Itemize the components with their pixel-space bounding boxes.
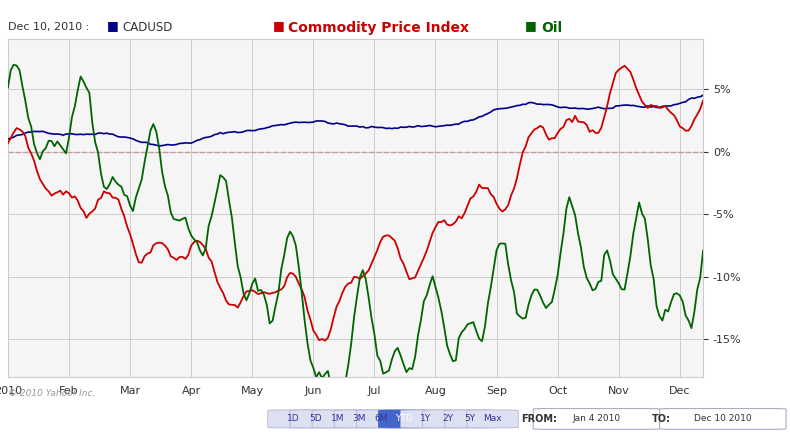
FancyBboxPatch shape (290, 410, 341, 428)
FancyBboxPatch shape (533, 408, 660, 430)
FancyBboxPatch shape (268, 410, 319, 428)
Text: 1M: 1M (330, 414, 344, 423)
Text: ■: ■ (273, 19, 284, 32)
FancyBboxPatch shape (467, 410, 518, 428)
Text: Dec 10 2010: Dec 10 2010 (694, 414, 751, 423)
Text: 1D: 1D (287, 414, 299, 423)
Text: 2Y: 2Y (442, 414, 453, 423)
FancyBboxPatch shape (334, 410, 386, 428)
Text: Oil: Oil (541, 21, 562, 35)
Text: Commodity Price Index: Commodity Price Index (288, 21, 469, 35)
Text: 5D: 5D (309, 414, 322, 423)
Text: Jan 4 2010: Jan 4 2010 (573, 414, 620, 423)
Text: © 2010 Yahoo! Inc.: © 2010 Yahoo! Inc. (8, 389, 96, 398)
FancyBboxPatch shape (356, 410, 408, 428)
Text: 5Y: 5Y (465, 414, 476, 423)
FancyBboxPatch shape (660, 408, 786, 430)
Text: FROM:: FROM: (521, 414, 558, 424)
Text: 3M: 3M (352, 414, 367, 423)
Text: TO:: TO: (652, 414, 671, 424)
Text: Max: Max (483, 414, 502, 423)
Text: 1Y: 1Y (420, 414, 431, 423)
FancyBboxPatch shape (312, 410, 363, 428)
Text: Dec 10, 2010 :: Dec 10, 2010 : (8, 22, 89, 32)
FancyBboxPatch shape (445, 410, 496, 428)
Text: ■: ■ (107, 19, 118, 32)
Text: ■: ■ (525, 19, 537, 32)
FancyBboxPatch shape (401, 410, 452, 428)
FancyBboxPatch shape (423, 410, 474, 428)
Text: CADUSD: CADUSD (122, 21, 173, 34)
Text: YTD: YTD (395, 414, 412, 423)
Text: 6M: 6M (374, 414, 389, 423)
FancyBboxPatch shape (378, 410, 430, 428)
